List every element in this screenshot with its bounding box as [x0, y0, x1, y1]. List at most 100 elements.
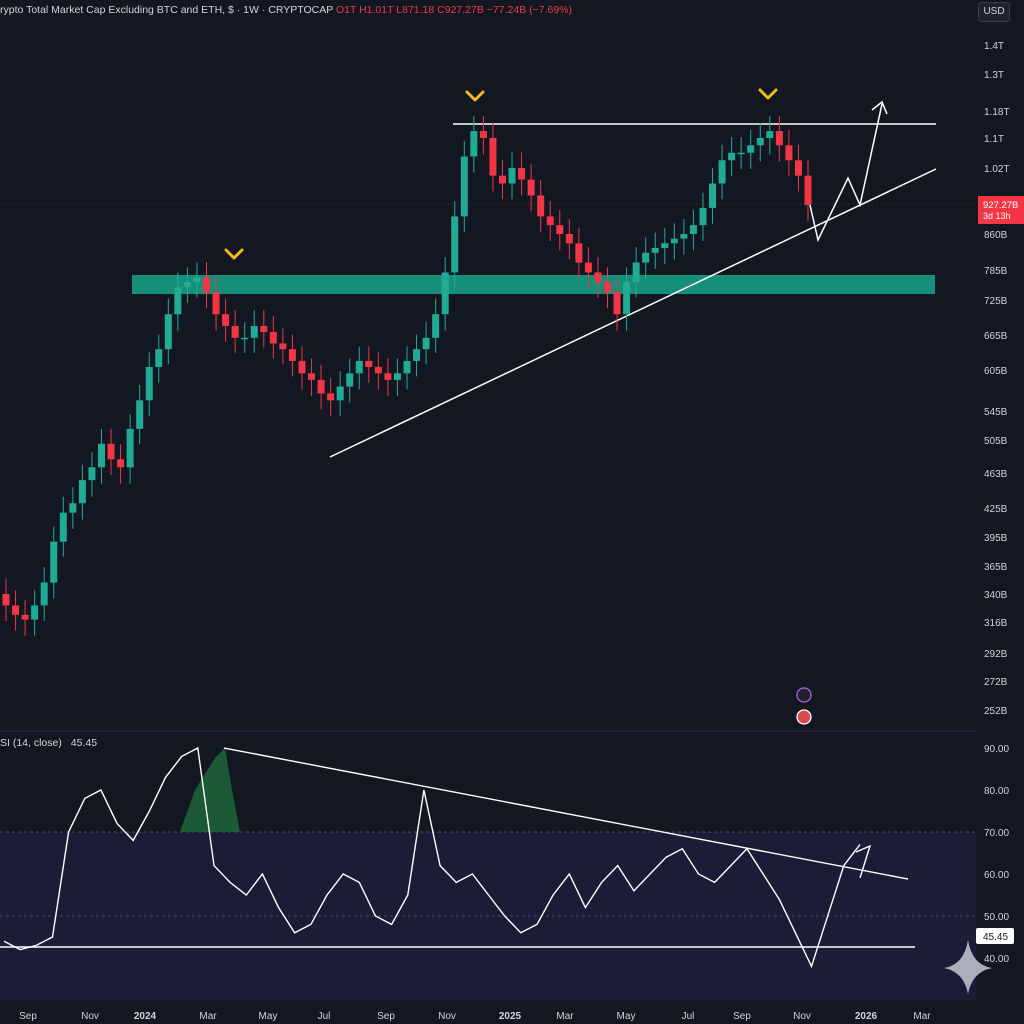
rsi-value-badge-text: 45.45: [983, 932, 1008, 943]
time-tick: 2024: [134, 1011, 157, 1022]
support-zone: [132, 275, 935, 294]
price-tick: 605B: [984, 366, 1008, 377]
chart-header: rypto Total Market Cap Excluding BTC and…: [0, 4, 572, 18]
price-tick: 505B: [984, 436, 1008, 447]
candle-body: [12, 605, 20, 615]
rsi-header: SI (14, close) 45.45: [0, 737, 97, 749]
price-tick: 272B: [984, 677, 1008, 688]
time-tick: Mar: [556, 1011, 574, 1022]
candle-body: [69, 503, 77, 513]
time-tick: Nov: [793, 1011, 811, 1022]
candle-body: [193, 277, 201, 283]
candle-body: [31, 605, 39, 620]
close-value: C927.27B: [437, 4, 484, 16]
time-tick: Nov: [438, 1011, 456, 1022]
candle-body: [518, 168, 526, 180]
candle-body: [88, 467, 96, 481]
currency-button[interactable]: USD: [978, 2, 1010, 22]
trend-line: [329, 168, 937, 458]
candle-body: [327, 393, 335, 401]
price-tick: 340B: [984, 590, 1008, 601]
candle-body: [2, 594, 10, 606]
price-tick: 292B: [984, 649, 1008, 660]
candle-body: [250, 325, 258, 338]
candle-body: [441, 272, 449, 315]
candle-body: [203, 277, 210, 293]
candle-body: [756, 138, 764, 146]
rsi-tick: 90.00: [984, 744, 1009, 755]
candle-body: [747, 145, 755, 153]
candle-body: [117, 459, 125, 468]
candle-body: [508, 168, 516, 184]
candle-body: [575, 243, 583, 263]
candle-body: [288, 349, 296, 361]
candle-body: [126, 428, 134, 468]
price-tick: 1.1T: [984, 134, 1004, 145]
candle-body: [661, 243, 669, 249]
rsi-tick: 70.00: [984, 828, 1009, 839]
rsi-tick: 40.00: [984, 954, 1009, 965]
rsi-tick: 60.00: [984, 870, 1009, 881]
time-tick: Mar: [913, 1011, 931, 1022]
candle-body: [308, 373, 316, 380]
candle-body: [537, 195, 545, 217]
rsi-overbought-fill: [180, 748, 240, 832]
candle-body: [785, 145, 793, 161]
current-price-label: 927.27B: [983, 200, 1018, 211]
time-tick: Sep: [733, 1011, 751, 1022]
price-tick: 365B: [984, 562, 1008, 573]
candle-body: [317, 379, 325, 394]
flag-icon: [796, 709, 812, 725]
price-tick: 1.18T: [984, 107, 1010, 118]
candle-body: [689, 225, 697, 234]
rsi-tick: 80.00: [984, 786, 1009, 797]
candle-body: [59, 512, 67, 542]
candle-body: [269, 331, 277, 344]
candle-body: [403, 360, 411, 374]
candle-body: [384, 373, 392, 380]
rsi-label: SI (14, close): [0, 737, 62, 749]
candle-body: [527, 179, 535, 196]
candle-body: [651, 248, 659, 253]
candle-body: [460, 156, 468, 217]
candle-body: [584, 262, 592, 273]
price-tick: 395B: [984, 533, 1008, 544]
rsi-tick: 50.00: [984, 912, 1009, 923]
candle-body: [145, 366, 153, 401]
projection-path: [809, 103, 883, 243]
candle-body: [365, 360, 373, 367]
candle-body: [374, 366, 382, 374]
candle-body: [50, 541, 58, 583]
candle-body: [594, 272, 602, 283]
candle-body: [718, 160, 726, 184]
time-tick: Sep: [19, 1011, 37, 1022]
candle-body: [432, 314, 440, 338]
candle-body: [623, 282, 631, 315]
candle-body: [489, 138, 497, 176]
candle-body: [670, 238, 678, 244]
price-tick: 860B: [984, 230, 1008, 241]
price-tick: 425B: [984, 504, 1008, 515]
candle-body: [451, 216, 459, 273]
peak-marker-icon: [224, 248, 244, 260]
candle-body: [766, 131, 774, 138]
rsi-value-badge: [976, 928, 1014, 944]
candle-body: [804, 175, 812, 205]
candle-body: [632, 262, 640, 283]
candle-body: [40, 582, 48, 606]
low-value: L871.18: [396, 4, 435, 16]
candle-body: [613, 292, 621, 315]
candle-body: [422, 337, 430, 350]
countdown-label: 3d 13h: [983, 211, 1011, 221]
candle-body: [737, 152, 745, 155]
candle-body: [21, 614, 29, 620]
price-tick: 463B: [984, 469, 1008, 480]
price-tick: 1.4T: [984, 41, 1004, 52]
candle-body: [680, 234, 688, 239]
candle-body: [470, 131, 478, 157]
time-tick: Jul: [318, 1011, 331, 1022]
price-tick: 316B: [984, 618, 1008, 629]
price-tick: 545B: [984, 407, 1008, 418]
candle-body: [164, 314, 172, 350]
